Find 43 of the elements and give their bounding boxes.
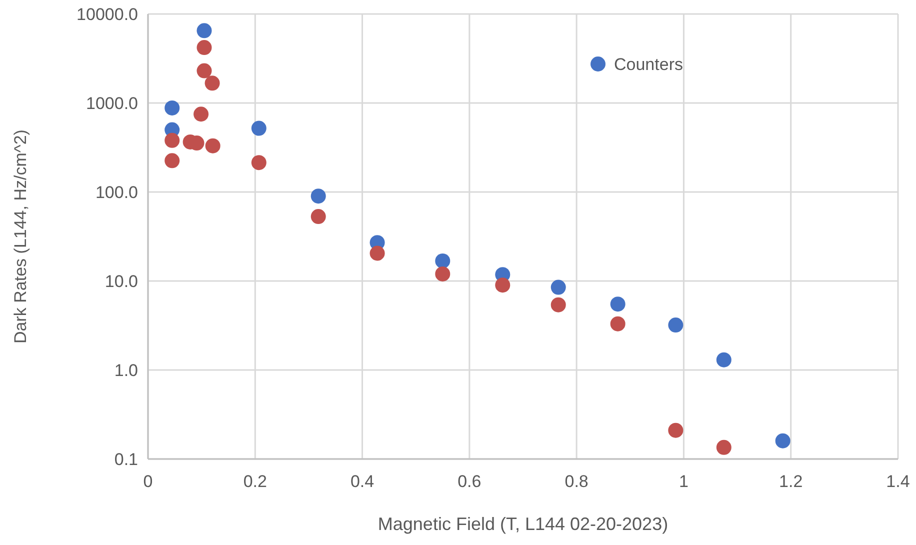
x-tick-label: 0 <box>143 472 153 491</box>
point <box>196 63 212 78</box>
y-tick-label: 10.0 <box>104 272 138 291</box>
point <box>196 40 212 56</box>
point <box>610 316 626 332</box>
x-axis-title: Magnetic Field (T, L144 02-20-2023) <box>378 514 668 534</box>
point <box>668 318 684 333</box>
x-tick-label: 1 <box>678 472 688 491</box>
point <box>435 266 450 282</box>
point <box>610 296 626 312</box>
point <box>194 106 209 122</box>
point <box>495 278 510 293</box>
x-tick-label: 1.2 <box>779 472 803 491</box>
point <box>370 246 385 261</box>
point <box>204 76 220 91</box>
point <box>668 422 684 438</box>
x-tick-label: 0.8 <box>564 472 588 491</box>
point <box>550 280 566 295</box>
y-axis-title: Dark Rates (L144, Hz/cm^2) <box>11 130 30 344</box>
point <box>716 440 732 455</box>
point <box>435 253 450 268</box>
point <box>550 297 566 312</box>
legend-label: Counters <box>614 54 683 74</box>
y-tick-label: 0.1 <box>114 450 138 469</box>
x-tick-label: 0.4 <box>350 472 374 491</box>
point <box>196 23 212 38</box>
point <box>251 120 266 136</box>
point <box>716 352 732 368</box>
point <box>251 155 266 170</box>
point <box>164 153 180 168</box>
x-tick-label: 1.4 <box>886 472 910 491</box>
point <box>310 188 326 204</box>
x-tick-label: 0.6 <box>458 472 482 491</box>
y-tick-label: 1000.0 <box>86 94 138 113</box>
point <box>310 209 326 224</box>
point <box>775 433 790 448</box>
point <box>164 100 180 116</box>
y-tick-label: 10000.0 <box>76 4 138 24</box>
point <box>205 138 220 154</box>
y-tick-label: 100.0 <box>95 182 138 202</box>
point <box>164 132 180 148</box>
x-tick-label: 0.2 <box>243 472 267 491</box>
y-tick-label: 1.0 <box>114 360 138 380</box>
